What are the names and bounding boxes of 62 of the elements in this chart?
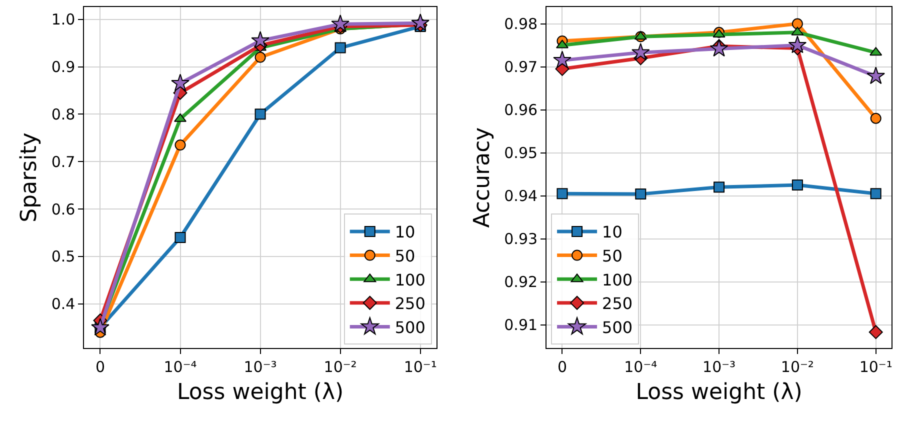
y-tick-label: 0.5 [51, 248, 76, 266]
x-tick-label: 10⁻² [780, 358, 814, 376]
point [792, 180, 803, 191]
y-tick-label: 0.91 [504, 316, 538, 334]
point [91, 318, 110, 336]
y-tick-label: 0.93 [504, 230, 538, 248]
y-tick-label: 0.4 [51, 295, 76, 314]
y-axis-title: Sparsity [17, 132, 42, 222]
legend-label: 50 [602, 246, 622, 266]
y-tick-label: 0.97 [504, 58, 538, 76]
point [792, 18, 803, 30]
point [251, 31, 270, 49]
point [174, 140, 186, 151]
legend-label: 50 [394, 246, 416, 266]
y-tick-label: 0.98 [504, 15, 538, 34]
point [788, 36, 807, 54]
y-tick-label: 0.94 [504, 187, 538, 206]
x-axis-title: Loss weight (λ) [636, 380, 802, 405]
point [174, 232, 186, 243]
point [635, 188, 646, 200]
legend-label: 100 [602, 270, 633, 290]
x-tick-label: 10⁻⁴ [164, 358, 197, 376]
point [556, 188, 568, 200]
point [866, 66, 885, 84]
x-tick-label: 10⁻² [324, 358, 357, 376]
point [553, 50, 572, 68]
legend-label: 500 [394, 318, 426, 337]
x-tick-label: 10⁻³ [702, 358, 736, 376]
point [631, 42, 650, 60]
x-tick-label: 0 [95, 358, 106, 376]
point [870, 112, 882, 124]
point [254, 52, 266, 63]
x-tick-label: 0 [557, 358, 568, 376]
point [411, 14, 430, 31]
y-tick-label: 0.6 [51, 200, 76, 218]
y-tick-label: 0.95 [504, 144, 538, 162]
y-tick-label: 0.8 [51, 105, 76, 124]
legend-label: 250 [602, 294, 633, 314]
y-tick-label: 1.0 [51, 10, 76, 29]
legend-label: 10 [602, 222, 622, 242]
x-tick-label: 10⁻⁴ [624, 358, 658, 376]
y-tick-label: 0.9 [51, 58, 76, 76]
y-axis-title: Accuracy [470, 127, 495, 228]
y-tick-label: 0.96 [504, 101, 538, 120]
point [254, 108, 266, 120]
point [171, 74, 190, 92]
x-axis-title: Loss weight (λ) [176, 380, 344, 405]
legend-label: 500 [602, 318, 633, 337]
point [714, 182, 725, 193]
y-tick-label: 0.7 [51, 152, 76, 171]
point [710, 39, 728, 57]
legend-label: 10 [394, 222, 416, 242]
legend-label: 100 [394, 270, 426, 290]
x-tick-label: 10⁻¹ [859, 358, 892, 376]
point [334, 42, 346, 54]
point [331, 14, 350, 32]
x-tick-label: 10⁻³ [244, 358, 277, 376]
y-tick-label: 0.92 [504, 273, 538, 292]
point [868, 325, 883, 340]
point [870, 188, 882, 200]
x-tick-label: 10⁻¹ [404, 358, 437, 376]
legend-label: 250 [394, 294, 426, 314]
